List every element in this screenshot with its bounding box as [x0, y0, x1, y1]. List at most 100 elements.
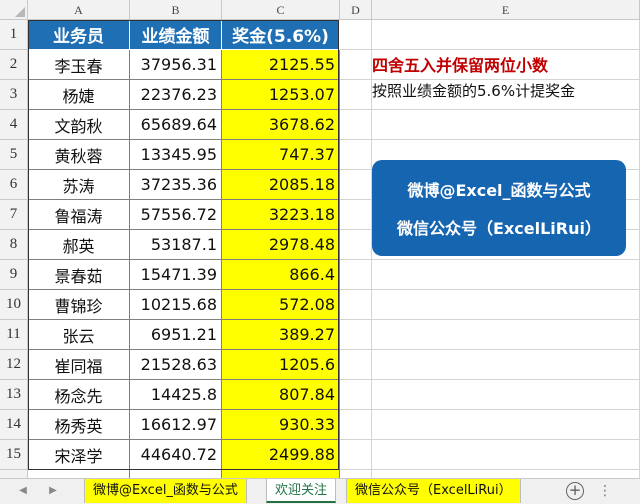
- row-header[interactable]: 5: [0, 140, 28, 170]
- column-header-b[interactable]: B: [130, 0, 222, 20]
- empty-cell[interactable]: [340, 230, 372, 260]
- row-header[interactable]: 11: [0, 320, 28, 350]
- row-header[interactable]: 3: [0, 80, 28, 110]
- empty-cell[interactable]: [340, 470, 372, 478]
- sales-amount-cell[interactable]: 65689.64: [130, 110, 222, 140]
- bonus-cell[interactable]: 2978.48: [222, 230, 340, 260]
- empty-cell[interactable]: [372, 320, 640, 350]
- empty-cell[interactable]: [340, 320, 372, 350]
- empty-cell[interactable]: [340, 110, 372, 140]
- sales-amount-cell[interactable]: 53187.1: [130, 230, 222, 260]
- more-options-icon[interactable]: ⋮: [598, 483, 613, 499]
- empty-cell[interactable]: [372, 470, 640, 478]
- row-header[interactable]: 12: [0, 350, 28, 380]
- bonus-cell[interactable]: 2499.88: [222, 440, 340, 470]
- empty-cell[interactable]: [340, 350, 372, 380]
- row-header[interactable]: 13: [0, 380, 28, 410]
- table-header-cell[interactable]: 业绩金额: [130, 20, 222, 50]
- bonus-cell[interactable]: 572.08: [222, 290, 340, 320]
- column-header-c[interactable]: C: [222, 0, 340, 20]
- bonus-cell[interactable]: 2125.55: [222, 50, 340, 80]
- salesperson-cell[interactable]: 曹锦珍: [28, 290, 130, 320]
- bonus-cell[interactable]: 807.84: [222, 380, 340, 410]
- sales-amount-cell[interactable]: 34720.57: [130, 470, 222, 478]
- salesperson-cell[interactable]: 崔同福: [28, 350, 130, 380]
- sales-amount-cell[interactable]: 22376.23: [130, 80, 222, 110]
- sheet-tab-welcome[interactable]: 欢迎关注: [266, 479, 337, 503]
- bonus-cell[interactable]: 930.33: [222, 410, 340, 440]
- empty-cell[interactable]: [340, 440, 372, 470]
- row-header[interactable]: 14: [0, 410, 28, 440]
- salesperson-cell[interactable]: 杨念先: [28, 380, 130, 410]
- empty-cell[interactable]: [340, 170, 372, 200]
- empty-cell[interactable]: [340, 20, 372, 50]
- next-sheet-icon[interactable]: ▶: [49, 485, 57, 496]
- row-header[interactable]: 9: [0, 260, 28, 290]
- empty-cell[interactable]: [372, 260, 640, 290]
- row-header[interactable]: 8: [0, 230, 28, 260]
- empty-cell[interactable]: [340, 80, 372, 110]
- row-header[interactable]: 4: [0, 110, 28, 140]
- sheet-tab-weibo[interactable]: 微博@Excel_函数与公式: [84, 479, 247, 503]
- sales-amount-cell[interactable]: 10215.68: [130, 290, 222, 320]
- sales-amount-cell[interactable]: 16612.97: [130, 410, 222, 440]
- sales-amount-cell[interactable]: 37956.31: [130, 50, 222, 80]
- bonus-cell[interactable]: 3678.62: [222, 110, 340, 140]
- prev-sheet-icon[interactable]: ◀: [19, 485, 27, 496]
- salesperson-cell[interactable]: 张静: [28, 470, 130, 478]
- column-header-e[interactable]: E: [372, 0, 640, 20]
- salesperson-cell[interactable]: 宋泽学: [28, 440, 130, 470]
- row-header[interactable]: 15: [0, 440, 28, 470]
- salesperson-cell[interactable]: 鲁福涛: [28, 200, 130, 230]
- bonus-cell[interactable]: 3223.18: [222, 200, 340, 230]
- bonus-cell[interactable]: 1944.35: [222, 470, 340, 478]
- salesperson-cell[interactable]: 李玉春: [28, 50, 130, 80]
- bonus-cell[interactable]: 866.4: [222, 260, 340, 290]
- row-header[interactable]: 6: [0, 170, 28, 200]
- empty-cell[interactable]: [372, 410, 640, 440]
- salesperson-cell[interactable]: 郝英: [28, 230, 130, 260]
- empty-cell[interactable]: [340, 200, 372, 230]
- salesperson-cell[interactable]: 文韵秋: [28, 110, 130, 140]
- sales-amount-cell[interactable]: 37235.36: [130, 170, 222, 200]
- salesperson-cell[interactable]: 张云: [28, 320, 130, 350]
- column-header-d[interactable]: D: [340, 0, 372, 20]
- row-header[interactable]: 10: [0, 290, 28, 320]
- salesperson-cell[interactable]: 苏涛: [28, 170, 130, 200]
- bonus-cell[interactable]: 747.37: [222, 140, 340, 170]
- sales-amount-cell[interactable]: 57556.72: [130, 200, 222, 230]
- empty-cell[interactable]: [340, 410, 372, 440]
- sheet-tab-wechat[interactable]: 微信公众号（ExcelLiRui）: [346, 479, 521, 503]
- sales-amount-cell[interactable]: 44640.72: [130, 440, 222, 470]
- bonus-cell[interactable]: 2085.18: [222, 170, 340, 200]
- salesperson-cell[interactable]: 杨婕: [28, 80, 130, 110]
- empty-cell[interactable]: [372, 350, 640, 380]
- sales-amount-cell[interactable]: 13345.95: [130, 140, 222, 170]
- row-header[interactable]: 7: [0, 200, 28, 230]
- sales-amount-cell[interactable]: 14425.8: [130, 380, 222, 410]
- row-header[interactable]: 2: [0, 50, 28, 80]
- empty-cell[interactable]: [340, 260, 372, 290]
- salesperson-cell[interactable]: 景春茹: [28, 260, 130, 290]
- empty-cell[interactable]: [372, 440, 640, 470]
- select-all-corner[interactable]: [0, 0, 28, 20]
- empty-cell[interactable]: [340, 290, 372, 320]
- empty-cell[interactable]: [372, 20, 640, 50]
- table-header-cell[interactable]: 奖金(5.6%): [222, 20, 340, 50]
- salesperson-cell[interactable]: 黄秋蓉: [28, 140, 130, 170]
- bonus-cell[interactable]: 389.27: [222, 320, 340, 350]
- sales-amount-cell[interactable]: 21528.63: [130, 350, 222, 380]
- empty-cell[interactable]: [340, 140, 372, 170]
- empty-cell[interactable]: [340, 50, 372, 80]
- add-sheet-button[interactable]: +: [566, 482, 584, 500]
- bonus-cell[interactable]: 1253.07: [222, 80, 340, 110]
- salesperson-cell[interactable]: 杨秀英: [28, 410, 130, 440]
- bonus-cell[interactable]: 1205.6: [222, 350, 340, 380]
- row-header[interactable]: 16: [0, 470, 28, 478]
- empty-cell[interactable]: [340, 380, 372, 410]
- sales-amount-cell[interactable]: 6951.21: [130, 320, 222, 350]
- empty-cell[interactable]: [372, 290, 640, 320]
- table-header-cell[interactable]: 业务员: [28, 20, 130, 50]
- row-header[interactable]: 1: [0, 20, 28, 50]
- empty-cell[interactable]: [372, 380, 640, 410]
